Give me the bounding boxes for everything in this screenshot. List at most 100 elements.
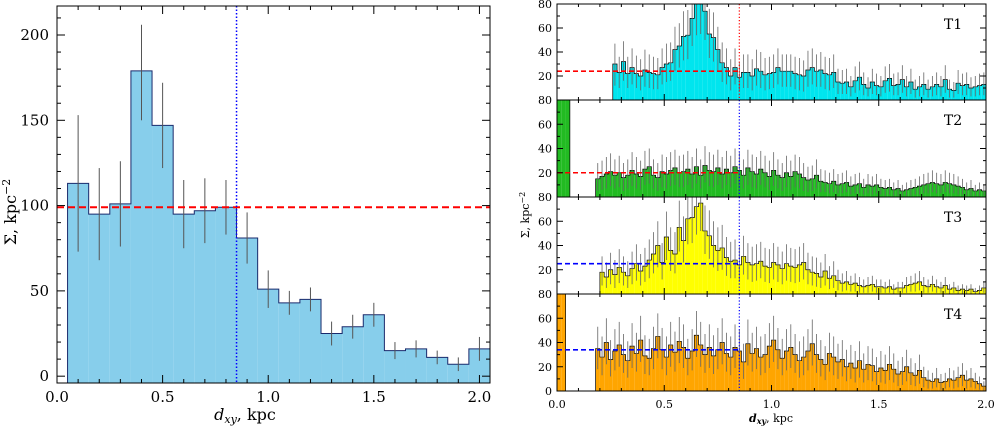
histogram-bar — [173, 214, 195, 383]
right-x-axis: 0.0 0.5 1.0 1.5 2.0 — [548, 398, 995, 411]
x-tick-label: 0.0 — [548, 398, 566, 411]
histogram-bar — [257, 289, 279, 383]
histogram-bar — [655, 245, 660, 294]
left-plot-area — [57, 6, 491, 383]
histogram-bar — [771, 340, 776, 391]
histogram-bar — [677, 341, 682, 391]
panel-label: T1 — [944, 17, 962, 33]
histogram-bar — [707, 235, 712, 294]
y-tick-label: 100 — [20, 197, 49, 215]
histogram-bar — [720, 342, 725, 391]
histogram-bar — [990, 192, 994, 197]
histogram-bar — [986, 192, 990, 197]
histogram-bar — [152, 125, 174, 383]
histogram-bar — [88, 214, 110, 383]
panel-label: T4 — [944, 307, 962, 323]
histogram-bar — [698, 203, 703, 294]
histogram-bar — [681, 240, 686, 294]
y-tick-label: 150 — [20, 111, 49, 129]
y-tick-label: 40 — [538, 143, 552, 156]
histogram-bar — [681, 36, 686, 100]
y-tick-label: 60 — [538, 312, 552, 325]
histogram-bar — [732, 347, 738, 391]
histogram-bar — [990, 290, 994, 294]
histogram-bar — [707, 34, 712, 100]
y-tick-label: 200 — [20, 26, 49, 44]
histogram-bar — [685, 218, 690, 294]
histogram-bar — [677, 227, 682, 294]
histogram-bar — [604, 342, 609, 391]
histogram-bar — [561, 100, 566, 197]
histogram-bar — [194, 210, 216, 383]
histogram-bar — [659, 349, 665, 391]
histogram-outline — [557, 294, 986, 391]
histogram-bar — [711, 245, 716, 294]
histogram-bar — [694, 335, 699, 391]
histogram-bar — [634, 353, 639, 391]
y-tick-label: 60 — [538, 22, 552, 35]
left-chart: 0.0 0.5 1.0 1.5 2.0 0 50 100 150 200 Σ, kpc−2 dxy… — [0, 5, 491, 426]
histogram-bar — [342, 326, 364, 383]
histogram-bar — [788, 347, 793, 391]
histogram-bar — [672, 49, 678, 100]
histogram-bar — [707, 347, 712, 391]
y-tick-label: 40 — [538, 46, 552, 59]
panel-label: T3 — [944, 210, 962, 226]
histogram-bar — [677, 46, 682, 100]
histogram-outline — [557, 4, 986, 100]
panel-plot-area — [557, 4, 994, 100]
histogram-bar — [694, 4, 699, 100]
histogram-outline — [557, 202, 986, 294]
histogram-bar — [715, 349, 721, 391]
histogram-bar — [561, 294, 566, 391]
panel-t1: 20 40 60 80 T1 — [538, 0, 994, 101]
histogram-bar — [711, 37, 716, 100]
right-chart: 20 40 60 80 T1 20 40 60 80 T2 20 40 60 80 T3 0 20 40 60 80 T… — [518, 0, 995, 426]
histogram-bar — [468, 348, 490, 383]
histogram-bar — [215, 207, 237, 383]
histogram-outline — [557, 100, 986, 197]
y-tick-label: 0 — [39, 367, 49, 385]
histogram-bar — [754, 348, 759, 391]
x-tick-label: 2.0 — [977, 398, 995, 411]
x-tick-label: 1.0 — [763, 398, 781, 411]
histogram-bar — [990, 82, 994, 100]
y-tick-label: 40 — [538, 337, 552, 350]
histogram-bar — [986, 387, 990, 391]
right-x-axis-label: dxy, kpc — [749, 412, 793, 426]
histogram-bar — [109, 203, 131, 383]
histogram-bar — [685, 35, 690, 100]
panel-plot-area — [557, 294, 990, 391]
histogram-bar — [651, 253, 656, 294]
y-tick-label: 80 — [538, 191, 552, 204]
left-axes: 0.0 0.5 1.0 1.5 2.0 0 50 100 150 200 — [20, 6, 491, 406]
histogram-bar — [426, 357, 448, 383]
histogram-bar — [405, 348, 427, 383]
y-tick-label: 40 — [538, 240, 552, 253]
right-panels: 20 40 60 80 T1 20 40 60 80 T2 20 40 60 80 T3 0 20 40 60 80 T… — [538, 0, 994, 398]
left-x-axis-label: dxy, kpc — [214, 405, 276, 426]
histogram-bar — [651, 348, 656, 391]
panel-plot-area — [557, 100, 994, 197]
histogram-bar — [986, 81, 990, 100]
x-tick-label: 0.5 — [656, 398, 674, 411]
histogram-bar — [805, 350, 811, 391]
histogram-bar — [321, 333, 343, 383]
histogram-bar — [638, 340, 643, 391]
histogram-bar — [668, 62, 673, 100]
right-y-axis-label: Σ, kpc−2 — [518, 192, 532, 238]
histogram-bar — [784, 350, 789, 391]
histogram-bar — [720, 247, 725, 294]
histogram-bar — [775, 349, 781, 391]
histogram-bar — [810, 343, 815, 391]
histogram-bar — [672, 253, 678, 294]
x-tick-label: 1.5 — [870, 398, 888, 411]
y-tick-label: 20 — [538, 70, 552, 83]
histogram-bar — [447, 364, 469, 383]
y-tick-label: 20 — [538, 361, 552, 374]
histogram-bar — [130, 70, 153, 383]
histogram-bar — [724, 353, 729, 391]
histogram-bar — [702, 11, 708, 100]
histogram-bar — [236, 238, 258, 383]
panel-t2: 20 40 60 80 T2 — [538, 94, 994, 198]
